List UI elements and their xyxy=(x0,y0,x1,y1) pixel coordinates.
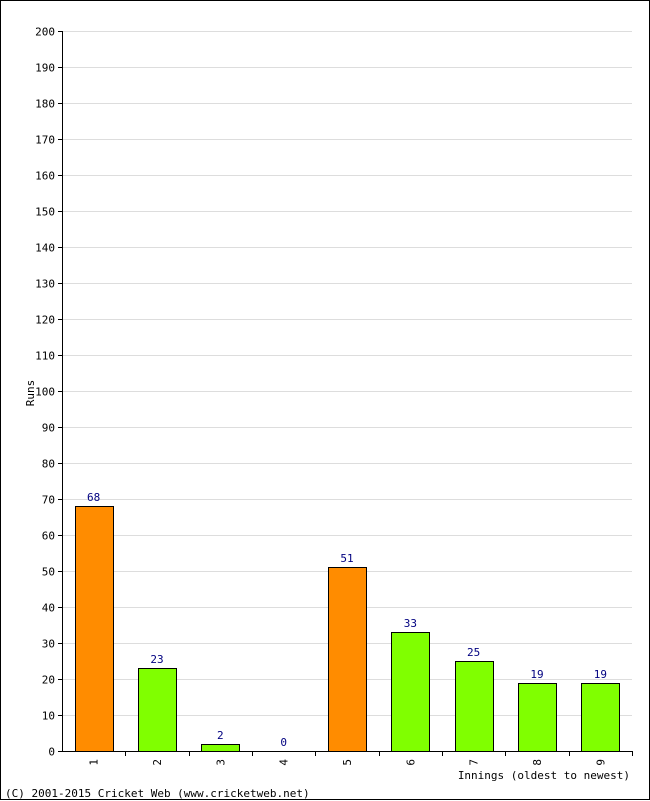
y-tick-label: 180 xyxy=(35,98,55,111)
y-axis-label: Runs xyxy=(24,380,37,407)
y-tick-label: 10 xyxy=(42,710,55,723)
x-tick-label: 4 xyxy=(278,759,291,766)
y-tick-label: 190 xyxy=(35,62,55,75)
y-tick-label: 30 xyxy=(42,638,55,651)
bar xyxy=(391,632,430,752)
bar-value-label: 0 xyxy=(280,736,287,749)
bar-value-label: 19 xyxy=(530,668,543,681)
x-tick-label: 7 xyxy=(468,759,481,766)
y-tick-label: 40 xyxy=(42,602,55,615)
copyright-footer: (C) 2001-2015 Cricket Web (www.cricketwe… xyxy=(5,787,310,800)
x-tick-label: 2 xyxy=(151,759,164,766)
y-axis-ticks: 0 10 20 30 40 50 60 70 80 90 100 110 120 130 140 150 160… xyxy=(35,26,62,759)
y-tick-label: 100 xyxy=(35,386,55,399)
y-tick-label: 200 xyxy=(35,26,55,39)
y-tick-label: 120 xyxy=(35,314,55,327)
bar-value-label: 19 xyxy=(594,668,607,681)
y-tick-label: 0 xyxy=(48,746,55,759)
x-tick-label: 5 xyxy=(341,759,354,766)
bar xyxy=(138,668,177,752)
y-tick-label: 90 xyxy=(42,422,55,435)
bar xyxy=(328,567,367,752)
bar xyxy=(455,661,494,752)
x-axis-ticks: 1 2 3 4 5 6 7 8 9 xyxy=(88,751,633,766)
y-tick-label: 50 xyxy=(42,566,55,579)
value-labels: 68 23 2 0 51 33 25 19 19 xyxy=(87,491,607,749)
y-tick-label: 130 xyxy=(35,278,55,291)
bar-value-label: 51 xyxy=(340,552,353,565)
y-tick-label: 20 xyxy=(42,674,55,687)
x-tick-label: 9 xyxy=(594,759,607,766)
y-tick-label: 170 xyxy=(35,134,55,147)
y-tick-label: 60 xyxy=(42,530,55,543)
bar xyxy=(75,506,114,752)
gridlines xyxy=(62,31,632,716)
y-tick-label: 70 xyxy=(42,494,55,507)
bars xyxy=(75,506,620,752)
bar-value-label: 68 xyxy=(87,491,100,504)
bar-value-label: 23 xyxy=(150,653,163,666)
y-tick-label: 80 xyxy=(42,458,55,471)
bar xyxy=(581,683,620,752)
y-tick-label: 110 xyxy=(35,350,55,363)
x-tick-label: 3 xyxy=(214,759,227,766)
bar-value-label: 25 xyxy=(467,646,480,659)
y-tick-label: 140 xyxy=(35,242,55,255)
y-tick-label: 150 xyxy=(35,206,55,219)
x-tick-label: 6 xyxy=(404,759,417,766)
x-tick-label: 8 xyxy=(531,759,544,766)
bar xyxy=(518,683,557,752)
bar-value-label: 2 xyxy=(217,729,224,742)
bar xyxy=(201,744,240,752)
x-tick-label: 1 xyxy=(88,759,101,766)
bar-value-label: 33 xyxy=(404,617,417,630)
x-axis-label: Innings (oldest to newest) xyxy=(458,769,630,782)
axes xyxy=(62,31,632,752)
y-tick-label: 160 xyxy=(35,170,55,183)
